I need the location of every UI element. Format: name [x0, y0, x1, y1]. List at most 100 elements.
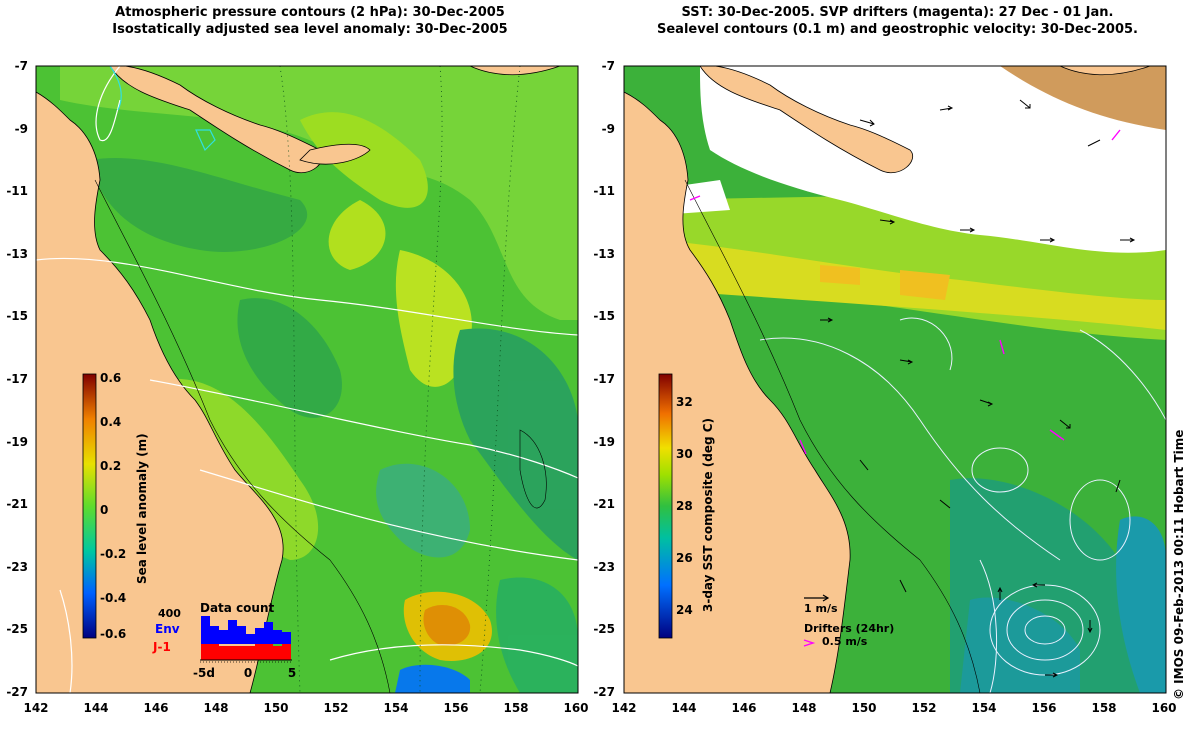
sla-colorbar: 0.6 0.4 0.2 0 -0.2 -0.4 -0.6 Sea level a…	[82, 371, 149, 641]
velocity-scale-label: 1 m/s	[804, 602, 838, 615]
x-tick-label: 148	[203, 701, 228, 715]
sst-cb-tick: 24	[676, 603, 693, 617]
sla-colorbar-label: Sea level anomaly (m)	[135, 433, 149, 584]
left-title-line1: Atmospheric pressure contours (2 hPa): 3…	[115, 5, 505, 20]
j1-bar	[210, 644, 219, 660]
j1-bar	[201, 644, 210, 660]
sla-cb-tick: 0.6	[100, 371, 121, 385]
env-bars	[201, 616, 291, 644]
x-tick-label: 160	[1151, 701, 1176, 715]
x-tick-label: 150	[263, 701, 288, 715]
j1-bar	[228, 646, 237, 660]
left-map-title: Atmospheric pressure contours (2 hPa): 3…	[40, 4, 580, 38]
y-tick-label: -17	[593, 372, 615, 386]
y-tick-label: -13	[6, 247, 28, 261]
y-tick-label: -15	[6, 309, 28, 323]
env-bar	[228, 620, 237, 644]
y-tick-label: -9	[602, 122, 615, 136]
sla-cb-tick: -0.6	[100, 627, 126, 641]
y-tick-label: -19	[593, 435, 615, 449]
drifter-legend: Drifters (24hr) 0.5 m/s	[803, 622, 894, 648]
right-title-line2: Sealevel contours (0.1 m) and geostrophi…	[657, 22, 1138, 37]
sla-field	[60, 66, 578, 693]
y-tick-label: -19	[6, 435, 28, 449]
y-tick-label: -21	[6, 497, 28, 511]
left-dotted-contours	[279, 66, 521, 693]
x-axis-left: 142 144 146 148 150 152 154 156 158 160	[23, 701, 588, 715]
data-count-max: 400	[158, 607, 181, 620]
env-bar	[246, 634, 255, 644]
y-tick-label: -27	[593, 685, 615, 699]
env-bar	[219, 630, 228, 644]
drifter-legend-title: Drifters (24hr)	[804, 622, 894, 635]
j1-bar	[255, 644, 264, 660]
x-tick-label: 150	[851, 701, 876, 715]
x-tick-label: 158	[1091, 701, 1116, 715]
data-count-xtick: 0	[244, 666, 252, 680]
y-tick-label: -13	[593, 247, 615, 261]
left-map-frame	[35, 65, 579, 694]
j1-bar	[282, 644, 291, 660]
drifter-arrow-icon	[803, 639, 816, 647]
y-tick-label: -15	[593, 309, 615, 323]
right-bathymetry-contours	[684, 179, 981, 693]
env-bar	[237, 626, 246, 644]
y-tick-label: -23	[6, 560, 28, 574]
imos-credit: © IMOS 09-Feb-2013 00:11 Hobart Time	[1172, 429, 1186, 700]
drifter-speed-label: 0.5 m/s	[822, 635, 868, 648]
env-bar	[201, 616, 210, 644]
sla-cb-tick: 0.4	[100, 415, 121, 429]
sst-cb-tick: 26	[676, 551, 693, 565]
sla-cb-tick: 0.2	[100, 459, 121, 473]
y-tick-label: -25	[593, 622, 615, 636]
left-map	[36, 66, 578, 693]
j1-bar	[273, 646, 282, 660]
left-land	[36, 66, 561, 693]
sla-colorbar-scale	[82, 373, 97, 639]
j1-bar	[219, 646, 228, 660]
j1-bars	[201, 644, 291, 660]
x-tick-label: 144	[83, 701, 108, 715]
x-axis-right: 142 144 146 148 150 152 154 156 158 160	[611, 701, 1176, 715]
x-tick-label: 152	[323, 701, 348, 715]
y-tick-label: -11	[6, 184, 28, 198]
right-map-frame	[623, 65, 1167, 694]
env-bar	[282, 632, 291, 644]
right-land	[624, 66, 1151, 693]
env-bar	[255, 628, 264, 644]
data-count-title: Data count	[200, 601, 275, 615]
y-tick-label: -11	[593, 184, 615, 198]
y-tick-label: -7	[602, 59, 615, 73]
j1-bar	[264, 644, 273, 660]
env-bar	[210, 626, 219, 644]
y-axis-right: -7 -9 -11 -13 -15 -17 -19 -21 -23 -25 -2…	[593, 59, 615, 699]
env-bar	[273, 630, 282, 644]
j1-label: J-1	[152, 640, 171, 654]
right-title-line1: SST: 30-Dec-2005. SVP drifters (magenta)…	[681, 5, 1114, 20]
sst-colorbar-scale	[658, 373, 673, 639]
left-bathymetry-contours	[94, 179, 547, 693]
x-tick-label: 156	[443, 701, 468, 715]
sst-cb-tick: 32	[676, 395, 693, 409]
drifter-tracks	[689, 129, 1121, 455]
y-tick-label: -21	[593, 497, 615, 511]
data-count-xtick: -5d	[193, 666, 215, 680]
right-map-title: SST: 30-Dec-2005. SVP drifters (magenta)…	[625, 4, 1170, 38]
x-tick-label: 144	[671, 701, 696, 715]
y-tick-label: -25	[6, 622, 28, 636]
data-count-inset: Data count 400 Env J-1	[152, 601, 296, 680]
sla-cb-tick: -0.4	[100, 591, 126, 605]
x-tick-label: 156	[1031, 701, 1056, 715]
x-tick-label: 142	[23, 701, 48, 715]
velocity-arrows	[820, 99, 1136, 678]
y-tick-label: -9	[15, 122, 28, 136]
left-title-line2: Isostatically adjusted sea level anomaly…	[112, 22, 508, 37]
env-bar	[264, 622, 273, 644]
x-tick-label: 148	[791, 701, 816, 715]
j1-bar	[237, 646, 246, 660]
y-tick-label: -17	[6, 372, 28, 386]
right-map	[624, 66, 1166, 693]
sst-colorbar-label: 3-day SST composite (deg C)	[701, 418, 715, 612]
sst-cb-tick: 28	[676, 499, 693, 513]
